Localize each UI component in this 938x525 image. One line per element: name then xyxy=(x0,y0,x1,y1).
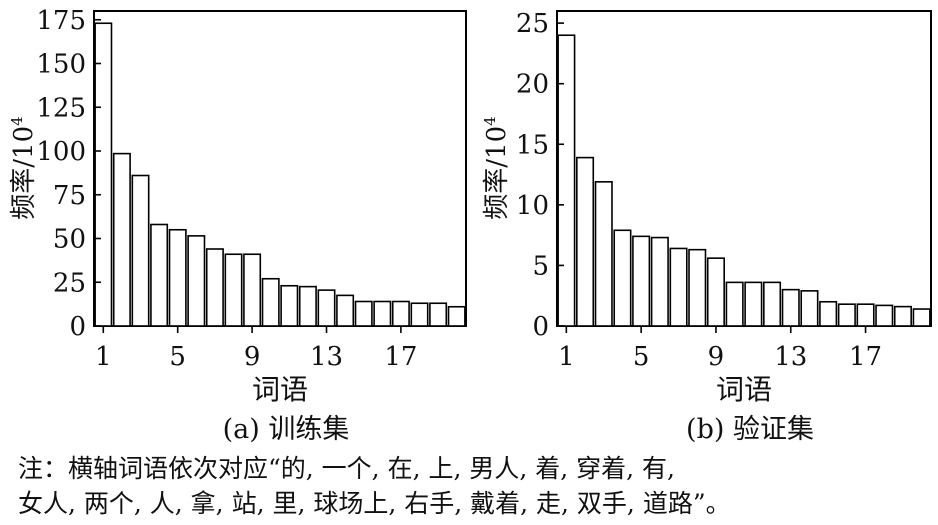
bar xyxy=(706,257,725,327)
bar xyxy=(594,181,613,327)
x-tick-label: 13 xyxy=(774,342,807,372)
y-axis-label: 频率/104 xyxy=(8,116,39,219)
y-tick-label: 10 xyxy=(516,191,549,221)
bar xyxy=(912,308,931,327)
bar xyxy=(373,300,392,327)
x-tick-label: 9 xyxy=(244,342,261,372)
x-axis-label: 词语 xyxy=(716,373,772,406)
bar xyxy=(763,281,782,327)
bar xyxy=(447,305,466,327)
x-tick-label: 17 xyxy=(384,342,417,372)
y-axis-label-exponent: 4 xyxy=(8,116,26,126)
bar xyxy=(781,288,800,327)
bar xyxy=(650,236,669,327)
y-tick-label: 0 xyxy=(532,312,549,342)
bar xyxy=(150,223,169,327)
x-tick-label: 1 xyxy=(558,342,575,372)
bar xyxy=(298,285,317,327)
note-line-1: 注：横轴词语依次对应“的, 一个, 在, 上, 男人, 着, 穿着, 有, xyxy=(18,454,675,483)
bar xyxy=(725,281,744,327)
x-tick-label: 5 xyxy=(169,342,186,372)
bar xyxy=(819,300,838,327)
x-tick-label: 1 xyxy=(95,342,112,372)
x-axis-label: 词语 xyxy=(252,373,308,406)
bar xyxy=(576,156,595,327)
bar xyxy=(391,300,410,327)
bar xyxy=(613,229,632,327)
y-tick-label: 5 xyxy=(532,251,549,281)
bar xyxy=(744,281,763,327)
x-tick-label: 5 xyxy=(633,342,650,372)
bar xyxy=(187,235,206,327)
y-tick-label: 100 xyxy=(36,137,86,167)
y-tick-label: 0 xyxy=(69,312,86,342)
bar xyxy=(336,294,355,327)
chart-caption: (b) 验证集 xyxy=(686,414,814,445)
y-tick-label: 50 xyxy=(53,225,86,255)
chart-caption: (a) 训练集 xyxy=(223,414,350,445)
bar xyxy=(224,253,243,327)
bar xyxy=(632,235,651,327)
bar xyxy=(243,253,262,327)
bar xyxy=(557,34,576,327)
bar xyxy=(688,248,707,327)
y-tick-label: 75 xyxy=(53,181,86,211)
bar xyxy=(354,300,373,327)
bar xyxy=(205,248,224,327)
y-tick-label: 175 xyxy=(36,6,86,36)
y-axis-label-exponent: 4 xyxy=(481,116,499,126)
y-tick-label: 20 xyxy=(516,70,549,100)
y-axis-label: 频率/104 xyxy=(481,116,512,219)
bar xyxy=(410,302,429,327)
bar xyxy=(112,152,131,327)
bar xyxy=(875,304,894,327)
bar xyxy=(280,284,299,327)
x-tick-label: 9 xyxy=(708,342,725,372)
bar xyxy=(168,228,187,327)
y-tick-label: 150 xyxy=(36,50,86,80)
bar xyxy=(317,289,336,327)
note-line-2: 女人, 两个, 人, 拿, 站, 里, 球场上, 右手, 戴着, 走, 双手, … xyxy=(18,489,731,518)
y-tick-label: 125 xyxy=(36,93,86,123)
bar xyxy=(669,247,688,327)
plot-frame xyxy=(556,10,932,327)
y-tick-label: 15 xyxy=(516,130,549,160)
bar xyxy=(94,22,113,327)
y-tick-label: 25 xyxy=(53,268,86,298)
bar xyxy=(429,302,448,327)
y-tick-label: 25 xyxy=(516,9,549,39)
x-tick-label: 13 xyxy=(310,342,343,372)
x-tick-label: 17 xyxy=(849,342,882,372)
bar xyxy=(893,305,912,327)
plot-frame xyxy=(93,10,467,327)
chart-panel-a: 0 25 50 75 100 125 150 175 1 5 9 13 17 词语 频率/104 (a) 训练… xyxy=(8,6,467,445)
bar xyxy=(131,174,150,327)
bar xyxy=(800,290,819,327)
bar xyxy=(261,277,280,327)
bar xyxy=(856,303,875,327)
bar xyxy=(837,303,856,327)
